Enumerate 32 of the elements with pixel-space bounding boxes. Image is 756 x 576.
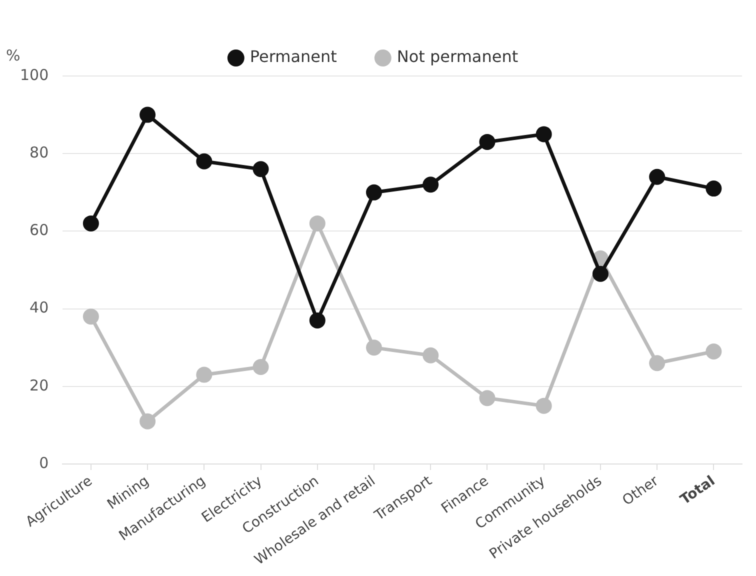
y-tick-label: 100 — [20, 66, 49, 84]
y-tick-label: 60 — [30, 221, 49, 240]
point — [706, 344, 722, 360]
y-tick-label: 20 — [30, 376, 49, 394]
point — [252, 161, 269, 178]
point — [536, 126, 552, 142]
point — [252, 359, 269, 376]
point — [706, 180, 722, 197]
point — [479, 134, 496, 150]
point — [309, 312, 326, 328]
point — [196, 153, 212, 170]
point — [140, 413, 156, 430]
point — [536, 398, 552, 414]
y-tick-label: 80 — [30, 144, 49, 162]
point — [366, 184, 382, 200]
point — [366, 340, 382, 356]
point — [82, 308, 99, 325]
point — [479, 390, 496, 406]
point — [140, 106, 156, 123]
point — [649, 355, 666, 372]
point — [592, 266, 608, 282]
point — [422, 347, 439, 364]
y-tick-label: 40 — [30, 298, 49, 317]
legend-label: Not permanent — [396, 47, 518, 66]
point — [649, 168, 666, 185]
point — [309, 215, 326, 232]
y-tick-label: 0 — [39, 454, 49, 472]
point — [196, 366, 212, 383]
y-axis-title: % — [6, 46, 20, 64]
legend-label: Permanent — [250, 47, 337, 66]
point — [422, 176, 439, 193]
point — [82, 215, 99, 232]
